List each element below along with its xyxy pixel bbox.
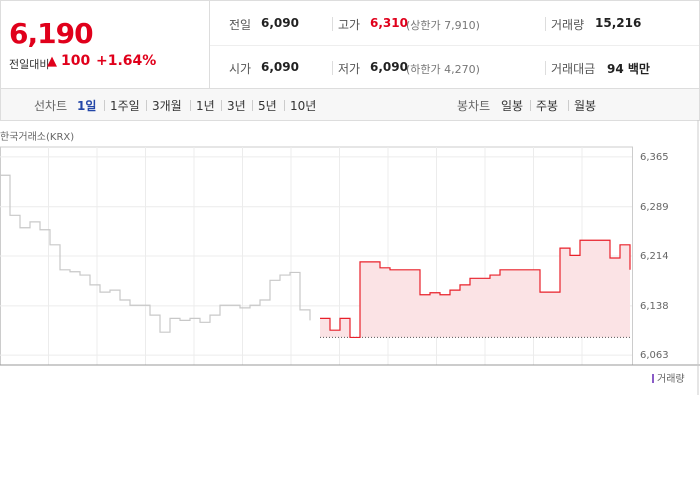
divider [104,100,105,111]
divider [209,1,210,89]
price-line [0,174,311,333]
change: 100 [61,53,91,69]
period-tab[interactable]: 1일 [77,99,97,113]
legend-swatch [652,374,654,383]
divider [332,61,333,75]
chart: 한국거래소(KRX) 6,365 6,289 6,214 6,138 6,063 거래량 [0,120,700,395]
divider [568,100,569,111]
stat-value: 15,216 [595,16,642,30]
divider [190,100,191,111]
y-tick-label: 6,138 [640,301,669,312]
divider [284,100,285,111]
stat-label: 거래량 [551,18,585,32]
change-label: 전일대비 [9,58,50,71]
candle-tab[interactable]: 주봉 [536,99,559,113]
price: 6,190 [9,17,94,50]
up-arrow: ▲ [47,54,57,69]
quote-header: 6,190 전일대비 ▲ 100 +1.64% 전일 6,090 고가 6,310 (상… [0,0,700,89]
stat-label: 거래대금 [551,62,596,76]
candle-tab[interactable]: 일봉 [501,99,524,113]
divider [545,61,546,75]
divider [545,17,546,31]
legend-label: 거래량 [657,373,685,385]
y-tick-label: 6,214 [640,251,669,262]
stat-value: 94 백만 [607,62,650,76]
tab-label: 봉차트 [457,99,491,113]
stat-label: 전일 [229,18,252,32]
stat-label: 시가 [229,62,252,76]
period-tab[interactable]: 3개월 [152,99,182,113]
stat-value: 6,310 [370,16,408,30]
y-tick-label: 6,289 [640,202,669,213]
period-tab[interactable]: 1주일 [110,99,140,113]
period-tab[interactable]: 5년 [258,99,277,113]
period-tab[interactable]: 10년 [290,99,317,113]
stat-note: (상한가 7,910) [406,19,480,32]
change-pct: +1.64% [96,53,157,69]
y-tick-label: 6,063 [640,350,669,361]
stat-label: 저가 [338,62,361,76]
candle-tab[interactable]: 월봉 [574,99,597,113]
stat-value: 6,090 [370,60,408,74]
tab-bar: 선차트 1일 1주일 3개월 1년 3년 5년 10년 봉차트 일봉 주봉 월봉 [0,88,700,121]
divider [252,100,253,111]
stat-value: 6,090 [261,16,299,30]
period-tab[interactable]: 1년 [196,99,215,113]
area [320,240,630,338]
divider [210,45,699,46]
stat-note: (하한가 4,270) [406,63,480,76]
tab-label: 선차트 [34,99,68,113]
divider [530,100,531,111]
divider [332,17,333,31]
divider [146,100,147,111]
y-tick-label: 6,365 [640,152,669,163]
stat-value: 6,090 [261,60,299,74]
price-line [320,239,631,339]
divider [221,100,222,111]
source: 한국거래소(KRX) [0,131,74,143]
period-tab[interactable]: 3년 [227,99,246,113]
stat-label: 고가 [338,18,361,32]
